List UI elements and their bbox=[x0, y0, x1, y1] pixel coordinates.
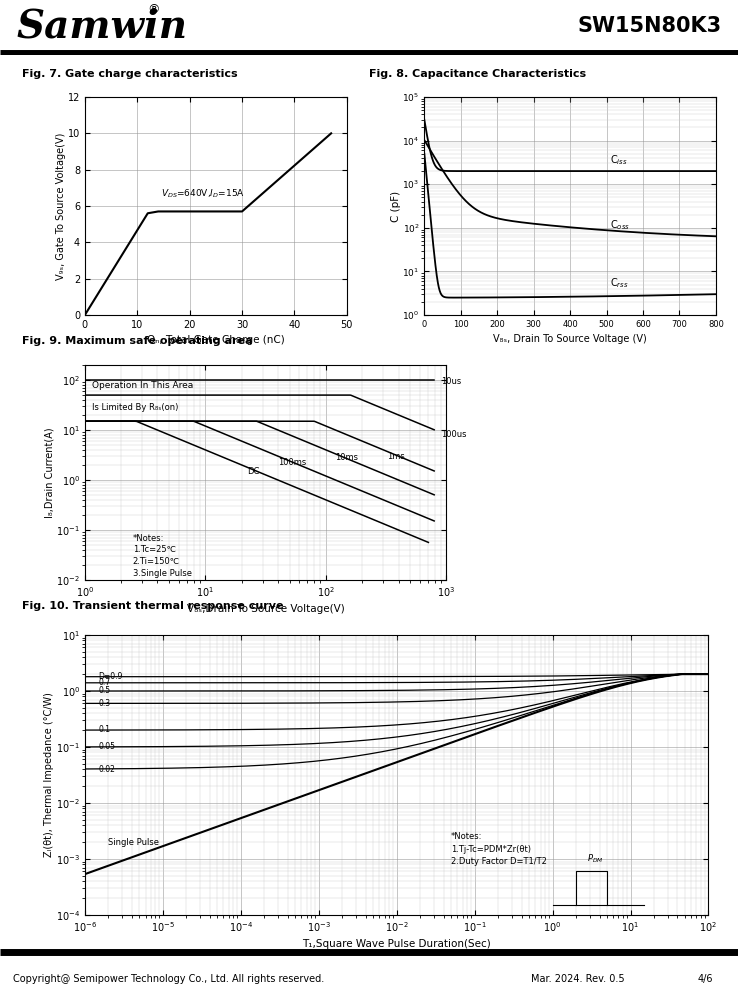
Text: 10us: 10us bbox=[441, 377, 461, 386]
Text: Fig. 9. Maximum safe operating area: Fig. 9. Maximum safe operating area bbox=[22, 336, 252, 346]
Y-axis label: C (pF): C (pF) bbox=[391, 190, 401, 222]
Text: *Notes:
1.Tc=25℃
2.Ti=150℃
3.Single Pulse: *Notes: 1.Tc=25℃ 2.Ti=150℃ 3.Single Puls… bbox=[133, 534, 192, 578]
Text: Fig. 7. Gate charge characteristics: Fig. 7. Gate charge characteristics bbox=[22, 69, 238, 79]
Text: $P_{DM}$: $P_{DM}$ bbox=[587, 853, 603, 865]
Y-axis label: Zₗ(θt), Thermal Impedance (°C/W): Zₗ(θt), Thermal Impedance (°C/W) bbox=[44, 693, 55, 857]
Text: 100us: 100us bbox=[441, 430, 466, 439]
Text: Operation In This Area: Operation In This Area bbox=[92, 381, 193, 390]
Text: 4/6: 4/6 bbox=[697, 974, 713, 984]
Text: 0.1: 0.1 bbox=[99, 725, 111, 734]
Text: ®: ® bbox=[148, 3, 160, 16]
Text: DC: DC bbox=[246, 467, 259, 476]
Text: 1ms: 1ms bbox=[387, 452, 404, 461]
Text: 0.7: 0.7 bbox=[99, 678, 111, 687]
Text: D=0.9: D=0.9 bbox=[99, 672, 123, 681]
Text: Mar. 2024. Rev. 0.5: Mar. 2024. Rev. 0.5 bbox=[531, 974, 625, 984]
Text: SW15N80K3: SW15N80K3 bbox=[578, 16, 722, 36]
Text: 0.3: 0.3 bbox=[99, 699, 111, 708]
Text: *Notes:
1.Tj-Tc=PDM*Zr(θt)
2.Duty Factor D=T1/T2: *Notes: 1.Tj-Tc=PDM*Zr(θt) 2.Duty Factor… bbox=[451, 832, 547, 866]
X-axis label: Qₙ, Total Gate Charge (nC): Qₙ, Total Gate Charge (nC) bbox=[147, 335, 285, 345]
Text: 100ms: 100ms bbox=[278, 458, 306, 467]
X-axis label: T₁,Square Wave Pulse Duration(Sec): T₁,Square Wave Pulse Duration(Sec) bbox=[303, 939, 491, 949]
X-axis label: V₈ₛ,Drain To Source Voltage(V): V₈ₛ,Drain To Source Voltage(V) bbox=[187, 604, 345, 614]
Text: Is Limited By R₈ₛ(on): Is Limited By R₈ₛ(on) bbox=[92, 403, 179, 412]
Text: $V_{DS}$=640V,$I_D$=15A: $V_{DS}$=640V,$I_D$=15A bbox=[161, 188, 245, 200]
Text: 0.02: 0.02 bbox=[99, 765, 115, 774]
Y-axis label: I₈,Drain Current(A): I₈,Drain Current(A) bbox=[45, 427, 55, 518]
Text: C$_{oss}$: C$_{oss}$ bbox=[610, 218, 630, 232]
Text: 0.5: 0.5 bbox=[99, 686, 111, 695]
Y-axis label: V₉ₛ, Gate To Source Voltage(V): V₉ₛ, Gate To Source Voltage(V) bbox=[56, 132, 66, 280]
Text: Fig. 8. Capacitance Characteristics: Fig. 8. Capacitance Characteristics bbox=[369, 69, 586, 79]
Text: Fig. 10. Transient thermal response curve: Fig. 10. Transient thermal response curv… bbox=[22, 601, 283, 611]
X-axis label: V₈ₛ, Drain To Source Voltage (V): V₈ₛ, Drain To Source Voltage (V) bbox=[493, 334, 647, 344]
Text: Single Pulse: Single Pulse bbox=[108, 838, 159, 847]
Text: 0.05: 0.05 bbox=[99, 742, 116, 751]
Text: Copyright@ Semipower Technology Co., Ltd. All rights reserved.: Copyright@ Semipower Technology Co., Ltd… bbox=[13, 974, 325, 984]
Text: C$_{iss}$: C$_{iss}$ bbox=[610, 153, 628, 167]
Text: Samwin: Samwin bbox=[16, 7, 187, 45]
Text: C$_{rss}$: C$_{rss}$ bbox=[610, 277, 629, 290]
Text: 10ms: 10ms bbox=[336, 453, 359, 462]
